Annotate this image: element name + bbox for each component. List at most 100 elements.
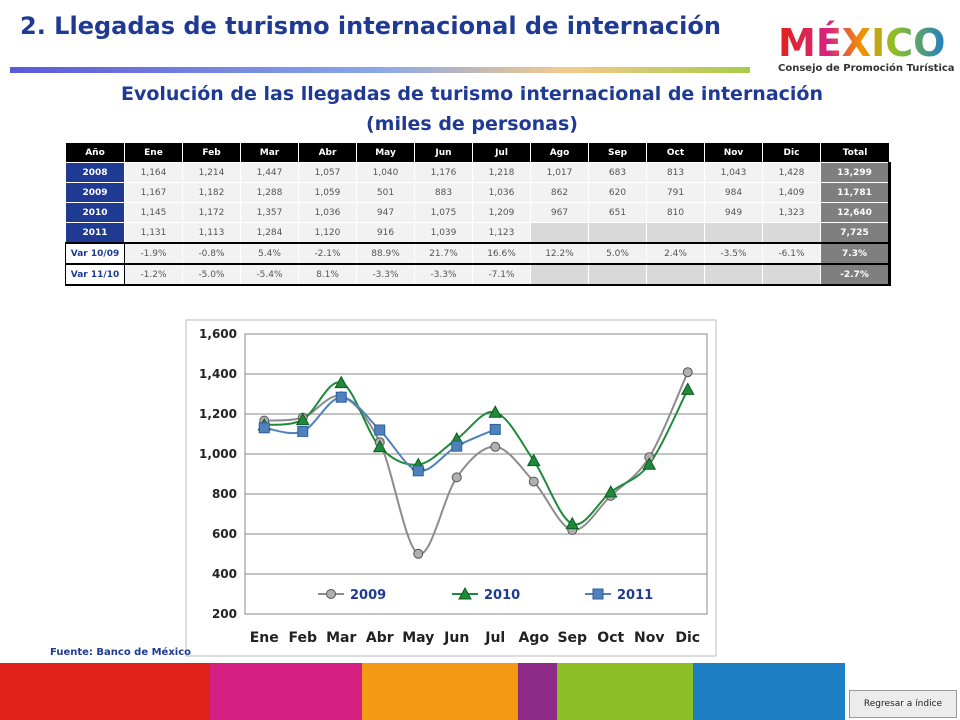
x-tick-label: Abr (366, 630, 394, 646)
table-cell: Dic (762, 142, 821, 163)
table-cell: 1,447 (240, 162, 299, 183)
table-cell (530, 263, 589, 286)
table-cell: -7.1% (472, 263, 531, 286)
y-tick-label: 1,200 (199, 407, 237, 421)
table-cell: 1,214 (182, 162, 241, 183)
marker (374, 424, 386, 436)
table-cell: 1,176 (414, 162, 473, 183)
table-cell (530, 222, 589, 244)
table-cell: 2011 (65, 222, 125, 244)
table-cell: Año (65, 142, 125, 163)
y-tick-label: 1,400 (199, 367, 237, 381)
x-tick-label: Feb (288, 630, 317, 646)
x-tick-label: Jul (484, 630, 505, 646)
table-cell: 1,218 (472, 162, 531, 183)
table-row: 2008 1,164 1,214 1,447 1,057 1,040 1,176 1,218 1… (65, 162, 891, 183)
marker (526, 453, 541, 467)
table-cell: Ago (530, 142, 589, 163)
marker (412, 465, 424, 477)
marker (565, 516, 580, 530)
x-tick-label: Mar (326, 630, 356, 646)
table-cell: 7.3% (820, 242, 891, 265)
marker (603, 484, 618, 498)
table-cell: -5.4% (240, 263, 299, 286)
table-cell: 683 (588, 162, 647, 183)
table-cell: 88.9% (356, 242, 415, 265)
table-cell (762, 263, 821, 286)
table-cell: 620 (588, 182, 647, 203)
table-cell: Oct (646, 142, 705, 163)
source-note: Fuente: Banco de México (50, 646, 191, 658)
marker (258, 422, 270, 434)
table-cell: Var 11/10 (65, 263, 125, 286)
table-row: Var 10/09 -1.9% -0.8% 5.4% -2.1% 88.9% 21.7% 16… (65, 242, 891, 265)
y-tick-label: 1,600 (199, 327, 237, 341)
table-cell: 1,167 (124, 182, 183, 203)
marker (490, 441, 501, 452)
back-button[interactable]: Regresar a índice (849, 690, 957, 718)
table-cell: 2.4% (646, 242, 705, 265)
y-tick-label: 200 (212, 607, 237, 621)
legend-label: 2010 (484, 588, 520, 603)
legend-label: 2011 (617, 588, 653, 603)
table-cell: 1,059 (298, 182, 357, 203)
marker (682, 367, 693, 378)
table-row: 2010 1,145 1,172 1,357 1,036 947 1,075 1,209 967… (65, 202, 891, 223)
table-cell: -2.7% (820, 263, 891, 286)
table-cell: 984 (704, 182, 763, 203)
marker (372, 439, 387, 453)
section-subtitle: (miles de personas) (366, 113, 578, 135)
table-cell: -1.2% (124, 263, 183, 286)
legend-marker (592, 588, 604, 600)
table-row: 2011 1,131 1,113 1,284 1,120 916 1,039 1,123 7,7… (65, 222, 891, 244)
table-cell (704, 222, 763, 244)
table-cell: Total (820, 142, 890, 163)
table-cell: 12.2% (530, 242, 589, 265)
table-cell: 1,036 (298, 202, 357, 223)
legend-label: 2009 (350, 588, 386, 603)
table-cell: 2008 (65, 162, 125, 183)
table-cell: Ene (124, 142, 183, 163)
y-tick-label: 1,000 (199, 447, 237, 461)
table-cell: 791 (646, 182, 705, 203)
table-cell: Nov (704, 142, 763, 163)
table-cell: May (356, 142, 415, 163)
band-red (0, 663, 210, 720)
logo-subtitle: Consejo de Promoción Turística (778, 62, 955, 74)
title-rule (10, 67, 750, 73)
table-cell: 862 (530, 182, 589, 203)
table-cell (646, 222, 705, 244)
table-cell: 1,409 (762, 182, 821, 203)
marker (489, 423, 501, 435)
x-tick-label: Oct (597, 630, 624, 646)
table-cell (704, 263, 763, 286)
table-cell: Sep (588, 142, 647, 163)
table-cell: 810 (646, 202, 705, 223)
table-cell: 1,172 (182, 202, 241, 223)
table-cell: 1,039 (414, 222, 473, 244)
x-tick-label: Ago (519, 630, 550, 646)
table-cell: 1,164 (124, 162, 183, 183)
table-cell: Mar (240, 142, 299, 163)
table-cell: 11,781 (820, 182, 891, 203)
table-row: Var 11/10 -1.2% -5.0% -5.4% 8.1% -3.3% -3.3% -7… (65, 263, 891, 286)
band-green (557, 663, 693, 720)
legend-marker (458, 586, 472, 600)
table-cell: 7,725 (820, 222, 891, 244)
x-tick-label: Jun (443, 630, 469, 646)
marker (335, 391, 347, 403)
band-blue (693, 663, 845, 720)
table-cell: 1,288 (240, 182, 299, 203)
table-cell: 21.7% (414, 242, 473, 265)
marker (642, 457, 657, 470)
x-tick-label: Sep (557, 630, 587, 646)
section-title: Evolución de las llegadas de turismo int… (121, 83, 823, 105)
table-cell: -0.8% (182, 242, 241, 265)
table-cell: 1,284 (240, 222, 299, 244)
footer-band (0, 663, 845, 720)
table-cell: Var 10/09 (65, 242, 125, 265)
marker (334, 375, 349, 389)
table-cell: 501 (356, 182, 415, 203)
